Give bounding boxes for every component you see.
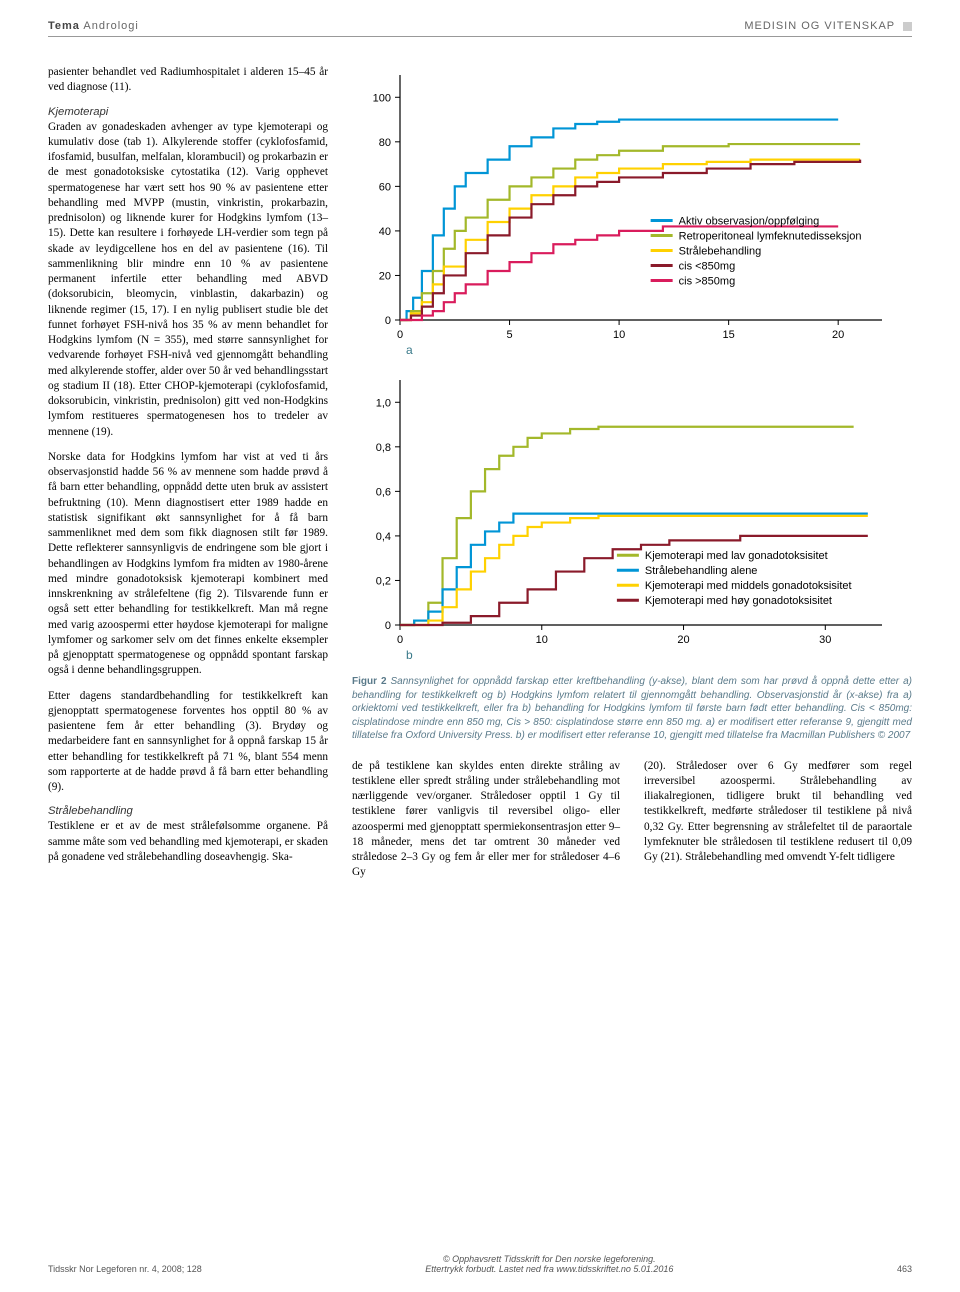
svg-text:Strålebehandling alene: Strålebehandling alene	[645, 565, 758, 577]
svg-text:cis <850mg: cis <850mg	[679, 261, 736, 273]
bottom-col-1: de på testiklene kan skyldes enten direk…	[352, 759, 620, 881]
svg-text:60: 60	[379, 181, 391, 193]
svg-text:10: 10	[536, 634, 548, 646]
para-intro: pasienter behandlet ved Radiumhospitalet…	[48, 65, 328, 96]
main-content: pasienter behandlet ved Radiumhospitalet…	[48, 65, 912, 881]
svg-text:Retroperitoneal lymfeknutediss: Retroperitoneal lymfeknutedisseksjon	[679, 231, 862, 243]
svg-text:1,0: 1,0	[376, 397, 391, 409]
left-column: pasienter behandlet ved Radiumhospitalet…	[48, 65, 328, 881]
svg-text:15: 15	[723, 329, 735, 341]
svg-text:Aktiv observasjon/oppfølging: Aktiv observasjon/oppfølging	[679, 216, 820, 228]
header-category: MEDISIN OG VITENSKAP	[744, 20, 895, 32]
header-left: Tema Andrologi	[48, 20, 139, 32]
svg-text:20: 20	[832, 329, 844, 341]
svg-text:cis >850mg: cis >850mg	[679, 276, 736, 288]
svg-text:b: b	[406, 648, 413, 662]
footer-copyright: © Opphavsrett Tidsskrift for Den norske …	[202, 1254, 897, 1274]
bottom-columns: de på testiklene kan skyldes enten direk…	[352, 759, 912, 881]
para-strale: Testiklene er et av de mest strålefølsom…	[48, 819, 328, 865]
header-section: Tema	[48, 20, 80, 32]
svg-text:Kjemoterapi med middels gonado: Kjemoterapi med middels gonadotoksisitet	[645, 580, 852, 592]
page-header: Tema Andrologi MEDISIN OG VITENSKAP	[48, 20, 912, 37]
svg-text:20: 20	[677, 634, 689, 646]
bottom-col-2: (20). Stråledoser over 6 Gy medfører som…	[644, 759, 912, 881]
svg-text:0,6: 0,6	[376, 486, 391, 498]
para-kjemo-2: Norske data for Hodgkins lymfom har vist…	[48, 450, 328, 679]
svg-text:20: 20	[379, 270, 391, 282]
chart-b-svg: 0 0,2 0,4 0,6 0,8 1,0 0 10 20 30 Kjemoterapi med l…	[352, 370, 892, 665]
svg-text:0: 0	[385, 315, 391, 327]
para-kjemo-3: Etter dagens standardbehandling for test…	[48, 689, 328, 796]
svg-text:0,8: 0,8	[376, 442, 391, 454]
footer-copyright-2: Ettertrykk forbudt. Lastet ned fra www.t…	[202, 1264, 897, 1274]
svg-text:100: 100	[373, 92, 391, 104]
svg-text:0,2: 0,2	[376, 575, 391, 587]
svg-text:Strålebehandling: Strålebehandling	[679, 246, 762, 258]
svg-text:5: 5	[506, 329, 512, 341]
svg-text:Kjemoterapi med høy gonadotoks: Kjemoterapi med høy gonadotoksisitet	[645, 595, 832, 607]
svg-text:0: 0	[397, 634, 403, 646]
footer-page-number: 463	[897, 1264, 912, 1274]
svg-text:10: 10	[613, 329, 625, 341]
svg-text:0: 0	[385, 620, 391, 632]
right-column: 02040608010005101520Aktiv observasjon/op…	[352, 65, 912, 881]
figure-label: Figur 2	[352, 676, 387, 687]
header-right: MEDISIN OG VITENSKAP	[744, 20, 912, 32]
footer-copyright-1: © Opphavsrett Tidsskrift for Den norske …	[202, 1254, 897, 1264]
footer-citation: Tidsskr Nor Legeforen nr. 4, 2008; 128	[48, 1264, 202, 1274]
figure-caption: Figur 2 Sannsynlighet for oppnådd farska…	[352, 675, 912, 743]
svg-text:Kjemoterapi med lav gonadotoks: Kjemoterapi med lav gonadotoksisitet	[645, 550, 828, 562]
chart-b: 0 0,2 0,4 0,6 0,8 1,0 0 10 20 30 Kjemoterapi med l…	[352, 370, 912, 665]
para-kjemo-1: Graden av gonadeskaden avhenger av type …	[48, 120, 328, 440]
figure-caption-text: Sannsynlighet for oppnådd farskap etter …	[352, 676, 912, 741]
svg-text:a: a	[406, 343, 413, 357]
svg-text:30: 30	[819, 634, 831, 646]
svg-text:0: 0	[397, 329, 403, 341]
subhead-strale: Strålebehandling	[48, 805, 328, 817]
svg-text:80: 80	[379, 137, 391, 149]
svg-text:40: 40	[379, 226, 391, 238]
header-box-icon	[903, 22, 912, 31]
chart-a-svg: 0 20 40 60 80 100 0 5 10 15 20 Aktiv observasjon/op…	[352, 65, 892, 360]
svg-text:0,4: 0,4	[376, 531, 391, 543]
page-footer: Tidsskr Nor Legeforen nr. 4, 2008; 128 ©…	[48, 1254, 912, 1274]
header-topic: Andrologi	[83, 20, 138, 32]
chart-a: 0 20 40 60 80 100 0 5 10 15 20 Aktiv observasjon/op…	[352, 65, 912, 360]
subhead-kjemoterapi: Kjemoterapi	[48, 106, 328, 118]
